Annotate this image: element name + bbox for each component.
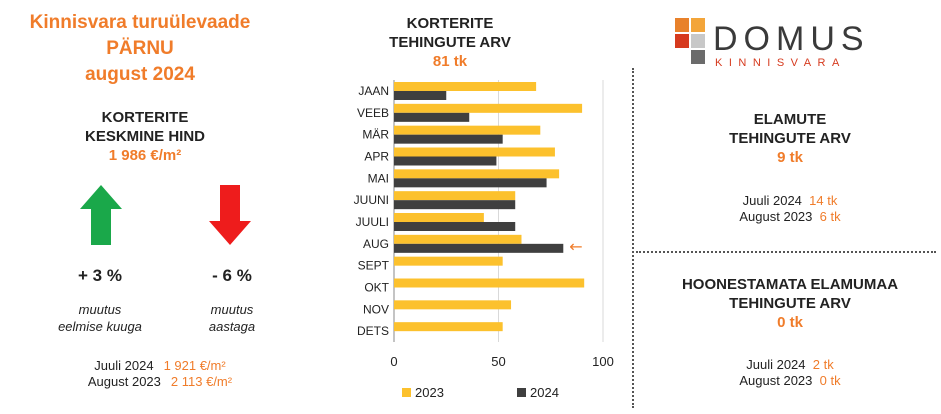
monthly-change-label-1: muutus [78,302,122,317]
elamute-compare: Juuli 2024 14 tk August 2023 6 tk [680,193,900,225]
bar-2024 [394,222,516,231]
bar-2023 [394,169,560,179]
compare-row: Juuli 2024 2 tk [680,357,900,373]
title-line-1: Kinnisvara turuülevaade [29,12,251,33]
bar-2023 [394,278,585,288]
logo-sub: KINNISVARA [715,57,846,69]
legend-swatch [402,388,411,397]
y-tick-label: JAAN [358,84,389,98]
compare-label: August 2023 [739,373,813,388]
chart-title-value: 81 tk [432,53,468,70]
y-tick-label: VEEB [357,106,389,120]
avg-price-compare: Juuli 2024 1 921 €/m² August 2023 2 113 … [40,358,280,390]
legend-label: 2024 [530,385,559,400]
bar-2023 [394,147,555,157]
elamumaa-block: HOONESTAMATA ELAMUMAA TEHINGUTE ARV 0 tk [650,275,930,332]
yearly-change-label-1: muutus [210,302,254,317]
y-tick-label: MÄR [362,128,389,142]
elamumaa-compare: Juuli 2024 2 tk August 2023 0 tk [680,357,900,389]
avg-price-label-2: KESKMINE HIND [84,128,205,145]
bar-2023 [394,322,503,332]
y-tick-label: NOV [363,302,389,316]
y-tick-label: APR [364,149,389,163]
bar-2024 [394,91,447,100]
x-tick-label: 100 [592,354,614,369]
elamumaa-value: 0 tk [777,314,803,331]
compare-label: August 2023 [87,374,161,389]
compare-value: 2 tk [812,357,834,372]
monthly-change-label: muutus eelmise kuuga [40,301,160,335]
bar-2024 [394,178,547,188]
chart-title: KORTERITE TEHINGUTE ARV 81 tk [380,14,520,71]
compare-row: Juuli 2024 1 921 €/m² [40,358,280,374]
y-tick-label: SEPT [358,259,390,273]
bar-2024 [394,134,503,144]
compare-value: 14 tk [809,193,838,208]
bar-2024 [394,200,516,210]
compare-label: Juuli 2024 [746,357,806,372]
bar-2023 [394,234,522,244]
compare-row: Juuli 2024 14 tk [680,193,900,209]
compare-row: August 2023 6 tk [680,209,900,225]
y-tick-label: OKT [364,280,389,294]
bar-2023 [394,82,537,91]
elamute-line-1: ELAMUTE [753,111,827,128]
bar-2023 [394,256,503,266]
x-tick-label: 0 [390,354,397,369]
legend-label: 2023 [415,385,444,400]
chart-title-line-2: TEHINGUTE ARV [389,34,511,51]
arrow-down-icon [209,185,251,245]
elamute-block: ELAMUTE TEHINGUTE ARV 9 tk [680,110,900,167]
y-tick-label: JUUNI [354,193,389,207]
x-tick-label: 50 [491,354,505,369]
elamute-value: 9 tk [777,149,803,166]
logo-name: DOMUS [713,20,870,58]
avg-price-label-1: KORTERITE [101,109,189,126]
chart-title-line-1: KORTERITE [406,15,494,32]
compare-value: 6 tk [819,209,841,224]
monthly-change-label-2: eelmise kuuga [58,319,142,334]
elamumaa-line-1: HOONESTAMATA ELAMUMAA [681,276,899,293]
elamumaa-line-2: TEHINGUTE ARV [729,295,851,312]
bar-2023 [394,125,541,135]
y-tick-label: DETS [357,324,389,338]
report-title: Kinnisvara turuülevaade PÄRNU august 202… [10,10,270,88]
title-line-2: PÄRNU [106,38,174,59]
domus-logo: DOMUS KINNISVARA [675,18,870,69]
compare-label: Juuli 2024 [94,358,154,373]
compare-value: 2 113 €/m² [170,374,233,389]
bar-2023 [394,103,583,113]
bar-2023 [394,213,484,222]
y-tick-label: MAI [368,171,389,185]
compare-value: 0 tk [819,373,841,388]
y-tick-label: AUG [363,237,389,251]
yearly-change-label-2: aastaga [208,319,256,334]
horizontal-divider [636,251,936,253]
compare-label: August 2023 [739,209,813,224]
yearly-change-value: - 6 % [212,266,252,285]
bar-2024 [394,112,470,122]
title-line-3: august 2024 [85,64,195,85]
legend-swatch [517,388,526,397]
monthly-change-value: + 3 % [78,266,122,285]
avg-price-value: 1 986 €/m² [108,147,182,164]
y-tick-label: JUULI [356,215,389,229]
elamute-line-2: TEHINGUTE ARV [729,130,851,147]
arrow-up-icon [80,185,122,245]
vertical-divider [632,68,634,408]
compare-row: August 2023 2 113 €/m² [40,374,280,390]
compare-row: August 2023 0 tk [680,373,900,389]
transactions-bar-chart: 0 50 100 JAAN VEEB MÄR APR MAI JUUNI JUULI AUG ← SEP… [354,80,614,400]
compare-label: Juuli 2024 [742,193,802,208]
bar-2024 [394,243,564,253]
avg-price-block: KORTERITE KESKMINE HIND 1 986 €/m² [50,108,240,165]
bar-2023 [394,191,516,201]
bar-2024 [394,156,497,166]
compare-value: 1 921 €/m² [163,358,226,373]
bar-2023 [394,300,512,310]
yearly-change-label: muutus aastaga [172,301,292,335]
annotation-arrow-icon: ← [569,237,582,256]
